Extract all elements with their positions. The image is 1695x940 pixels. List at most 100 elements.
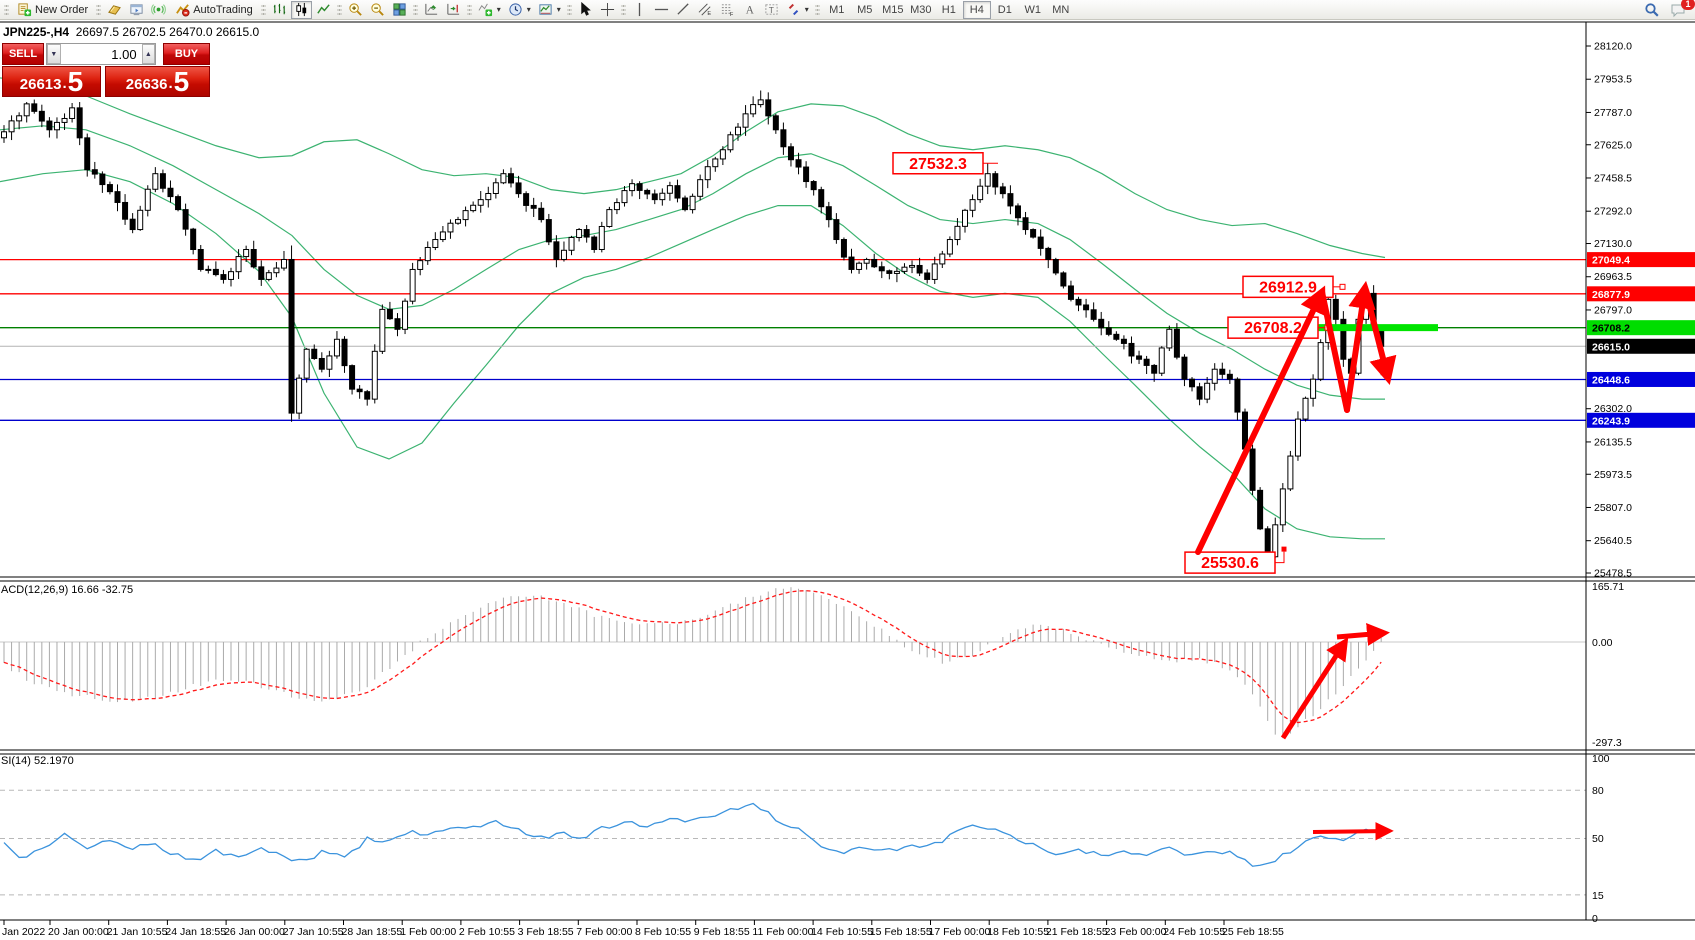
svg-text:27292.0: 27292.0 (1594, 206, 1632, 218)
signals-button[interactable] (148, 1, 169, 19)
candlestick-icon (296, 2, 306, 17)
buy-price-main: 26636 (125, 76, 168, 93)
svg-text:26912.9: 26912.9 (1259, 279, 1317, 296)
autotrading-button[interactable]: AutoTrading (170, 1, 258, 19)
volume-box: ▼ ▲ (46, 43, 157, 65)
toolbar-grip[interactable] (4, 2, 9, 17)
chart-canvas[interactable]: 28120.0 27953.5 27787.0 27625.0 27458.5 27292… (0, 20, 1695, 940)
horizontal-line-button[interactable] (651, 1, 672, 19)
svg-text:26615.0: 26615.0 (1592, 341, 1630, 353)
svg-text:11 Feb 00:00: 11 Feb 00:00 (752, 926, 813, 938)
arrows-button[interactable]: ▾ (783, 1, 812, 19)
search-button[interactable] (1641, 1, 1663, 19)
toolbar-grip[interactable] (466, 2, 472, 17)
volume-input[interactable] (60, 44, 142, 64)
svg-text:26448.6: 26448.6 (1592, 374, 1630, 386)
svg-text:27625.0: 27625.0 (1594, 139, 1632, 151)
timeframe-h4[interactable]: H4 (962, 0, 991, 19)
svg-text:100: 100 (1592, 753, 1610, 765)
svg-text:26302.0: 26302.0 (1594, 403, 1632, 415)
templates-button[interactable]: ▾ (535, 1, 564, 19)
clock-icon (509, 3, 522, 16)
crosshair-button[interactable] (597, 1, 618, 19)
toolbar-grip[interactable] (412, 2, 418, 17)
zoom-in-button[interactable] (345, 1, 366, 19)
fibonacci-button[interactable]: F (717, 1, 738, 19)
svg-text:0.00: 0.00 (1592, 637, 1613, 649)
signal-icon (151, 4, 167, 15)
svg-text:25478.5: 25478.5 (1594, 568, 1632, 580)
buy-button[interactable]: BUY (163, 43, 210, 65)
line-chart-button[interactable] (313, 1, 334, 19)
svg-text:28 Jan 18:55: 28 Jan 18:55 (342, 926, 403, 938)
chevron-down-icon: ▾ (804, 5, 809, 14)
channel-button[interactable]: E (695, 1, 716, 19)
chart-window: 28120.0 27953.5 27787.0 27625.0 27458.5 27292… (0, 20, 1695, 940)
toolbar-grip[interactable] (260, 2, 266, 17)
candlestick-button[interactable] (290, 0, 312, 19)
auto-scroll-icon (425, 3, 437, 15)
equidistant-channel-icon: E (698, 3, 711, 17)
notification-badge[interactable]: 1 (1681, 0, 1695, 10)
svg-text:27 Jan 10:55: 27 Jan 10:55 (283, 926, 344, 938)
crosshair-icon (600, 2, 614, 17)
auto-scroll-button[interactable] (421, 1, 442, 19)
toolbar-grip[interactable] (620, 2, 626, 17)
cursor-button[interactable] (575, 1, 596, 19)
periods-button[interactable]: ▾ (505, 1, 534, 19)
indicators-icon (478, 3, 492, 17)
svg-text:Jan 2022: Jan 2022 (2, 926, 45, 938)
toolbar-grip[interactable] (814, 2, 820, 17)
svg-text:7 Feb 00:00: 7 Feb 00:00 (576, 926, 632, 938)
toolbar-grip[interactable] (566, 2, 572, 17)
svg-text:F: F (730, 12, 734, 17)
timeframe-m15[interactable]: M15 (879, 1, 907, 19)
svg-text:8 Feb 10:55: 8 Feb 10:55 (635, 926, 691, 938)
macd-indicator-label: ACD(12,26,9) 16.66 -32.75 (1, 584, 134, 596)
svg-text:21 Feb 18:55: 21 Feb 18:55 (1046, 926, 1108, 938)
timeframe-d1[interactable]: D1 (991, 1, 1019, 19)
bar-chart-button[interactable] (269, 1, 290, 19)
svg-text:E: E (707, 11, 711, 17)
bar-chart-icon (273, 3, 285, 15)
trendline-icon (677, 3, 689, 15)
arrows-icon (788, 3, 798, 16)
svg-text:18 Feb 10:55: 18 Feb 10:55 (987, 926, 1049, 938)
buy-price-display[interactable]: 26636. 5 (105, 66, 210, 97)
svg-text:3 Feb 18:55: 3 Feb 18:55 (518, 926, 574, 938)
volume-increase-button[interactable]: ▲ (141, 44, 156, 64)
rsi-indicator-label: SI(14) 52.1970 (1, 755, 74, 767)
chart-profile-button[interactable] (104, 1, 125, 19)
svg-text:26 Jan 00:00: 26 Jan 00:00 (224, 926, 285, 938)
svg-text:A: A (746, 4, 755, 16)
zoom-out-button[interactable] (367, 1, 388, 19)
chevron-down-icon: ▾ (526, 5, 531, 14)
timeframe-m30[interactable]: M30 (907, 1, 935, 19)
volume-decrease-button[interactable]: ▼ (47, 44, 61, 64)
text-button[interactable]: A (739, 1, 760, 19)
sell-price-pip: 5 (67, 66, 84, 97)
chart-shift-button[interactable] (443, 1, 464, 19)
timeframe-w1[interactable]: W1 (1019, 1, 1047, 19)
svg-text:27532.3: 27532.3 (909, 156, 967, 173)
trendline-button[interactable] (673, 1, 694, 19)
timeframe-mn[interactable]: MN (1047, 1, 1075, 19)
sell-price-display[interactable]: 26613. 5 (2, 66, 101, 97)
sell-price-dot: . (62, 75, 67, 92)
vertical-line-button[interactable] (629, 1, 650, 19)
tile-windows-button[interactable] (389, 1, 410, 19)
sell-button[interactable]: SELL (2, 43, 45, 65)
new-order-button[interactable]: New Order (12, 1, 93, 19)
terminal-button[interactable] (126, 1, 147, 19)
svg-text:26877.9: 26877.9 (1592, 289, 1630, 301)
timeframe-m5[interactable]: M5 (851, 1, 879, 19)
tile-windows-icon (393, 3, 406, 16)
toolbar-grip[interactable] (96, 2, 102, 17)
indicators-button[interactable]: ▾ (475, 1, 504, 19)
svg-text:26963.5: 26963.5 (1594, 271, 1632, 283)
timeframe-h1[interactable]: H1 (935, 1, 963, 19)
toolbar-grip[interactable] (336, 2, 342, 17)
text-label-button[interactable]: T (761, 1, 782, 19)
timeframe-m1[interactable]: M1 (823, 1, 851, 19)
main-toolbar: New Order AutoTrading ▾ (0, 0, 1695, 20)
